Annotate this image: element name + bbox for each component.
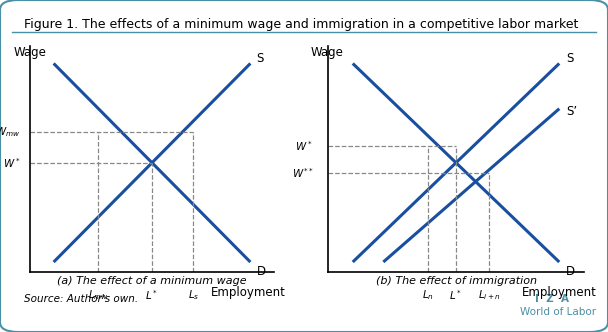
Text: S: S — [257, 51, 264, 64]
Text: Wage: Wage — [311, 46, 344, 59]
Text: $L_{i+n}$: $L_{i+n}$ — [478, 288, 500, 302]
Text: $L_{mw}$: $L_{mw}$ — [88, 288, 109, 302]
Text: $L_n$: $L_n$ — [422, 288, 434, 302]
Text: S’: S’ — [566, 106, 577, 119]
Text: Employment: Employment — [211, 286, 286, 299]
Text: I  Z  A: I Z A — [535, 294, 569, 304]
Text: (a) The effect of a minimum wage: (a) The effect of a minimum wage — [57, 276, 247, 286]
Text: (b) The effect of immigration: (b) The effect of immigration — [376, 276, 536, 286]
Text: D: D — [257, 266, 266, 279]
Text: World of Labor: World of Labor — [520, 307, 596, 317]
Text: $L^*$: $L^*$ — [145, 288, 159, 302]
Text: $W^{**}$: $W^{**}$ — [291, 166, 313, 180]
Text: $W^*$: $W^*$ — [295, 139, 313, 153]
Text: $L_s$: $L_s$ — [188, 288, 199, 302]
Text: Employment: Employment — [522, 286, 596, 299]
Text: $L^*$: $L^*$ — [449, 288, 463, 302]
Text: $W_{mw}$: $W_{mw}$ — [0, 125, 21, 139]
Text: D: D — [566, 266, 575, 279]
Text: S: S — [566, 51, 573, 64]
Text: Wage: Wage — [13, 46, 46, 59]
Text: Source: Author's own.: Source: Author's own. — [24, 294, 139, 304]
Text: Figure 1. The effects of a minimum wage and immigration in a competitive labor m: Figure 1. The effects of a minimum wage … — [24, 18, 579, 31]
Text: $W^*$: $W^*$ — [3, 156, 21, 170]
